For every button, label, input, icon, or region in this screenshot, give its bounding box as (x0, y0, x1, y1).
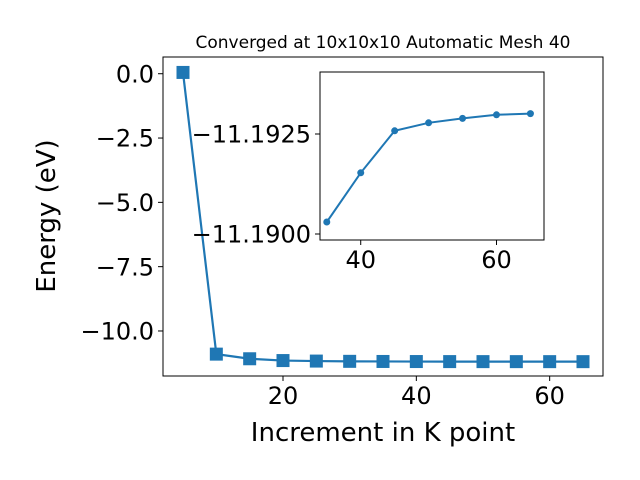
inset-plot-frame (319, 71, 545, 241)
data-point (243, 352, 257, 366)
data-point (343, 354, 357, 368)
y-tick-label: 0.0 (116, 60, 154, 88)
data-point (576, 355, 590, 369)
x-tick-label: 40 (345, 246, 376, 274)
data-point (509, 355, 523, 369)
main-y-ticks: 0.0 −2.5 −5.0 −7.5 −10.0 (80, 60, 163, 346)
data-point (409, 355, 423, 369)
y-tick-label: −10.0 (80, 318, 154, 346)
inset-series (323, 110, 534, 226)
data-point (357, 169, 365, 177)
x-tick-label: 40 (401, 382, 432, 410)
chart-title: Converged at 10x10x10 Automatic Mesh 40 (196, 33, 571, 53)
data-point (425, 119, 433, 127)
inset-chart: −11.1925 −11.1900 40 60 (192, 71, 545, 274)
x-axis-label: Increment in K point (251, 418, 515, 448)
data-point (309, 354, 323, 368)
data-point (459, 114, 467, 122)
y-axis-label: Energy (eV) (32, 139, 62, 292)
y-tick-label: −7.5 (96, 253, 154, 281)
x-tick-label: 20 (268, 382, 299, 410)
y-tick-label: −2.5 (96, 125, 154, 153)
data-point (176, 65, 190, 79)
data-point (492, 111, 500, 119)
data-point (376, 354, 390, 368)
main-chart: Converged at 10x10x10 Automatic Mesh 40 … (32, 33, 604, 448)
data-point (476, 355, 490, 369)
x-tick-label: 60 (481, 246, 512, 274)
main-plot-frame (162, 56, 604, 377)
x-tick-label: 60 (534, 382, 565, 410)
data-point (443, 355, 457, 369)
inset-plot-background (320, 72, 544, 240)
data-point (391, 127, 399, 135)
y-tick-label: −11.1925 (192, 121, 311, 149)
data-point (543, 355, 557, 369)
y-tick-label: −11.1900 (192, 221, 311, 249)
y-tick-label: −5.0 (96, 189, 154, 217)
data-point (276, 354, 290, 368)
inset-x-ticks: 40 60 (345, 240, 512, 274)
main-x-ticks: 20 40 60 (268, 376, 565, 410)
main-series (176, 65, 590, 369)
inset-y-ticks: −11.1925 −11.1900 (192, 121, 320, 249)
data-point (209, 347, 223, 361)
data-point (323, 218, 331, 226)
data-point (526, 110, 534, 118)
